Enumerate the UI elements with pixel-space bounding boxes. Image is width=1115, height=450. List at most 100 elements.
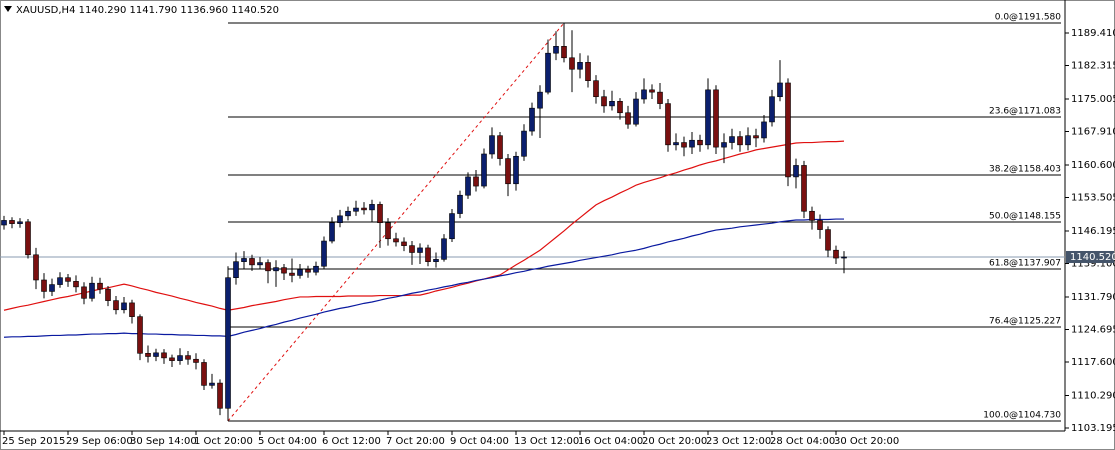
candle-body — [481, 153, 487, 187]
fib-label: 100.0@1104.730 — [983, 410, 1061, 420]
fib-label: 76.4@1125.227 — [989, 317, 1061, 327]
x-tick-label: 25 Sep 2015 — [2, 436, 65, 447]
x-tick-label: 23 Oct 12:00 — [706, 436, 771, 447]
candle-body — [345, 210, 351, 217]
candle-body — [785, 82, 791, 178]
candle-body — [657, 91, 663, 104]
candle-body — [641, 89, 647, 100]
candle-body — [457, 194, 463, 214]
candle-body — [513, 155, 519, 185]
candle-body — [193, 358, 199, 363]
candle-body — [833, 249, 839, 259]
menu-triangle — [4, 6, 12, 12]
candle-body — [601, 96, 607, 107]
fib-label: 23.6@1171.083 — [989, 106, 1061, 116]
candle-body — [449, 213, 455, 240]
x-tick-label: 13 Oct 12:00 — [514, 436, 579, 447]
candle-body — [521, 130, 527, 157]
x-tick-label: 30 Sep 14:00 — [130, 436, 197, 447]
candle-body — [473, 176, 479, 187]
candle-body — [161, 352, 167, 359]
candle-body — [673, 142, 679, 146]
candle-body — [425, 247, 431, 262]
candle-body — [665, 103, 671, 146]
candle-body — [113, 300, 119, 311]
candle-body — [529, 107, 535, 132]
candle-body — [721, 142, 727, 148]
y-tick-label: 1117.600 — [1071, 357, 1115, 368]
y-tick-label: 1131.790 — [1071, 292, 1115, 303]
candle-body — [97, 282, 103, 290]
y-tick-label: 1160.600 — [1071, 160, 1115, 171]
candle-body — [377, 204, 383, 224]
candle-body — [577, 62, 583, 70]
y-tick-label: 1153.505 — [1071, 192, 1115, 203]
candle-body — [249, 258, 255, 266]
candle-body — [801, 165, 807, 212]
candle-body — [337, 215, 343, 224]
candle-body — [145, 352, 151, 357]
candle-body — [585, 62, 591, 81]
last-price-box — [1066, 250, 1114, 263]
x-tick-label: 9 Oct 04:00 — [450, 436, 509, 447]
candle-body — [593, 80, 599, 98]
candle-body — [777, 82, 783, 98]
candle-body — [49, 284, 55, 292]
candle-body — [281, 267, 287, 274]
candle-body — [817, 220, 823, 230]
y-tick-label: 1110.290 — [1071, 390, 1115, 401]
candle-body — [369, 204, 375, 211]
candle-body — [289, 272, 295, 276]
candle-body — [841, 256, 847, 259]
candle-body — [713, 89, 719, 148]
candle-body — [81, 286, 87, 299]
candle-body — [209, 382, 215, 386]
candle-body — [297, 269, 303, 276]
candle-body — [689, 139, 695, 148]
candle-body — [321, 240, 327, 267]
candle-body — [705, 89, 711, 146]
candle-body — [33, 254, 39, 281]
candle-body — [233, 261, 239, 278]
candle-body — [353, 207, 359, 212]
candle-body — [73, 281, 79, 288]
x-tick-label: 29 Sep 06:00 — [66, 436, 133, 447]
candle-body — [753, 135, 759, 139]
candle-body — [433, 259, 439, 262]
candle-body — [497, 135, 503, 159]
candle-body — [569, 57, 575, 70]
candle-body — [537, 91, 543, 109]
candle-body — [25, 221, 31, 256]
y-tick-label: 1124.695 — [1071, 324, 1115, 335]
fib-label: 61.8@1137.907 — [989, 258, 1061, 268]
candle-body — [745, 135, 751, 146]
candle-body — [465, 176, 471, 196]
candle-body — [65, 277, 71, 282]
candle-body — [57, 277, 63, 285]
candle-body — [401, 241, 407, 246]
y-tick-label: 1139.100 — [1071, 258, 1115, 269]
candle-body — [617, 101, 623, 114]
candle-body — [89, 282, 95, 299]
candle-body — [129, 302, 135, 317]
candle-body — [137, 316, 143, 354]
candle-body — [273, 267, 279, 272]
candle-body — [625, 112, 631, 125]
y-tick-label: 1103.195 — [1071, 423, 1115, 434]
candle-body — [177, 355, 183, 361]
candle-body — [769, 96, 775, 123]
marks: 0.0@1191.580 23.6@1171.083 38.2@1158.403 50… — [0, 13, 1065, 422]
x-tick-label: 20 Oct 20:00 — [642, 436, 707, 447]
x-tick-label: 5 Oct 04:00 — [258, 436, 317, 447]
candle-body — [553, 46, 559, 54]
candle-body — [697, 139, 703, 146]
candle-body — [809, 210, 815, 221]
candle-body — [561, 46, 567, 59]
fib-label: 38.2@1158.403 — [989, 165, 1061, 175]
candle-body — [761, 121, 767, 139]
candle-body — [489, 135, 495, 155]
y-tick-label: 1146.195 — [1071, 226, 1115, 237]
y-tick-label: 1167.910 — [1071, 126, 1115, 137]
